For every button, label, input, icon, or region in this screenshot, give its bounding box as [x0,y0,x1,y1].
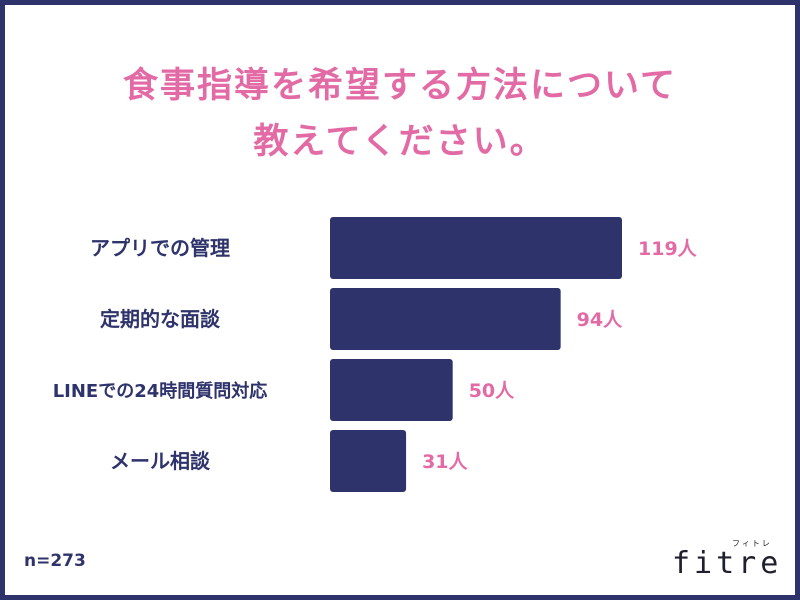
title-line-1: 食事指導を希望する方法について [123,66,677,106]
bar-3 [330,430,407,492]
category-label-1: 定期的な面談 [100,307,221,331]
logo-kana: フィトレ [732,539,772,548]
bar-0 [330,217,622,279]
bar-1 [330,288,561,350]
category-label-0: アプリでの管理 [90,236,230,260]
value-label-1: 94人 [577,309,623,331]
value-label-2: 50人 [469,380,515,402]
value-label-3: 31人 [422,451,468,473]
logo-wordmark: fitre [672,546,783,581]
category-label-3: メール相談 [110,449,211,473]
brand-logo: フィトレ fitre [672,538,782,586]
value-label-0: 119人 [638,238,698,260]
chart-title: 食事指導を希望する方法について 教えてください。 [0,58,800,170]
bar-2 [330,359,453,421]
category-label-2: LINEでの24時間質問対応 [53,380,268,402]
sample-size-label: n=273 [24,551,86,571]
title-line-2: 教えてください。 [253,122,547,162]
